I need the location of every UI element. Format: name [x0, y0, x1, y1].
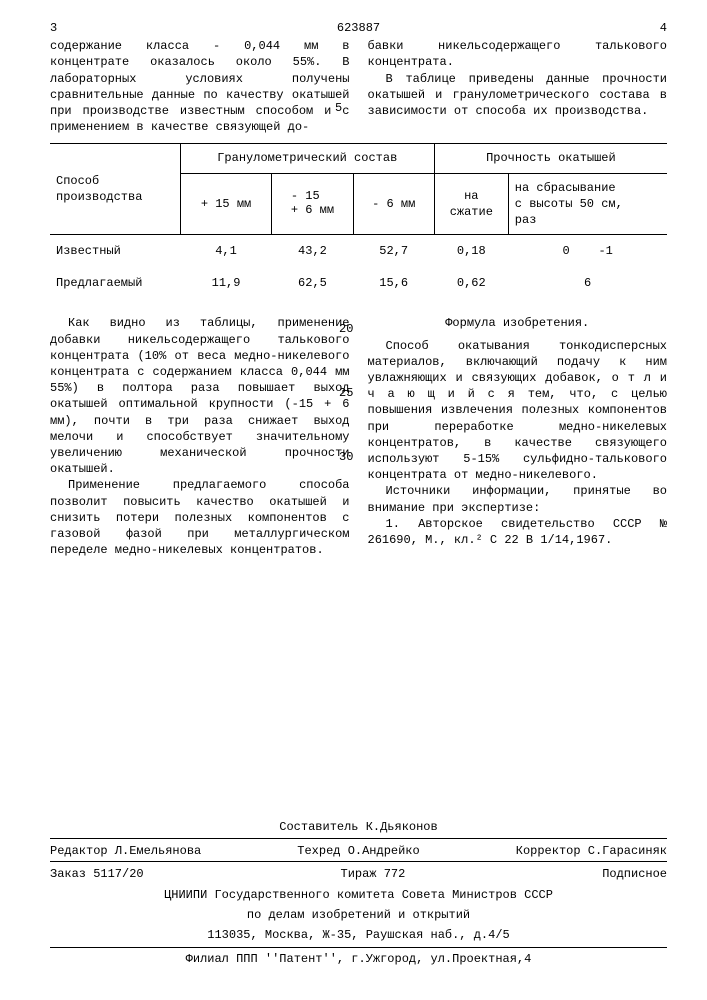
footer-order: Заказ 5117/20	[50, 866, 144, 882]
footer-block: Составитель К.Дьяконов Редактор Л.Емелья…	[50, 816, 667, 970]
cell: 0 -1	[508, 235, 667, 268]
body-right-3: 1. Авторское свидетельство СССР № 261690…	[368, 516, 668, 548]
body-right-2: Источники информации, принятые во вниман…	[368, 483, 668, 515]
body-left-1: Как видно из таблицы, применение добавки…	[50, 315, 350, 477]
footer-branch: Филиал ППП ''Патент'', г.Ужгород, ул.Про…	[50, 948, 667, 970]
footer-copies: Тираж 772	[341, 866, 406, 882]
th-c1: + 15 мм	[180, 173, 272, 235]
intro-left: содержание класса - 0,044 мм в концентра…	[50, 38, 350, 135]
doc-number: 623887	[337, 20, 380, 36]
cell: 6	[508, 267, 667, 301]
footer-techred: Техред О.Андрейко	[297, 843, 419, 859]
cell: 0,18	[434, 235, 508, 268]
line-mark: 30	[339, 449, 353, 465]
th-c2u: мм	[320, 203, 334, 217]
body-left-2: Применение предлагаемого способа позволи…	[50, 477, 350, 558]
row-name: Известный	[50, 235, 180, 268]
footer-sub: Подписное	[602, 866, 667, 882]
th-c2a: - 15	[291, 189, 320, 203]
intro-right-2: В таблице приведены данные прочности ока…	[368, 71, 668, 120]
cell: 62,5	[272, 267, 353, 301]
cell: 52,7	[353, 235, 434, 268]
th-strength: Прочность окатышей	[434, 144, 667, 173]
cell: 4,1	[180, 235, 272, 268]
body-right-1: Способ окатывания тонкодисперсных матери…	[368, 338, 668, 484]
th-c5: на сбрасывание с высоты 50 см, раз	[508, 173, 667, 235]
line-mark: 5	[335, 100, 342, 116]
th-method: Способ производства	[50, 144, 180, 235]
th-c3: - 6 мм	[353, 173, 434, 235]
cell: 43,2	[272, 235, 353, 268]
th-c2b: + 6	[291, 203, 313, 217]
intro-right-1: бавки никельсодержащего талькового конце…	[368, 38, 668, 70]
th-c4: на сжатие	[434, 173, 508, 235]
footer-corrector: Корректор С.Гарасиняк	[516, 843, 667, 859]
row-name: Предлагаемый	[50, 267, 180, 301]
th-gran: Гранулометрический состав	[180, 144, 434, 173]
footer-org1: ЦНИИПИ Государственного комитета Совета …	[50, 885, 667, 905]
cell: 15,6	[353, 267, 434, 301]
cell: 11,9	[180, 267, 272, 301]
results-table: Способ производства Гранулометрический с…	[50, 143, 667, 301]
formula-title: Формула изобретения.	[368, 315, 668, 331]
footer-org2: по делам изобретений и открытий	[50, 905, 667, 925]
footer-editor: Редактор Л.Емельянова	[50, 843, 201, 859]
footer-compiler: Составитель К.Дьяконов	[50, 816, 667, 838]
footer-addr: 113035, Москва, Ж-35, Раушская наб., д.4…	[50, 925, 667, 947]
line-mark: 25	[339, 385, 353, 401]
page-num-left: 3	[50, 20, 57, 36]
page-num-right: 4	[660, 20, 667, 36]
line-mark: 20	[339, 321, 353, 337]
th-c2: - 15 + 6 мм	[272, 173, 353, 235]
cell: 0,62	[434, 267, 508, 301]
